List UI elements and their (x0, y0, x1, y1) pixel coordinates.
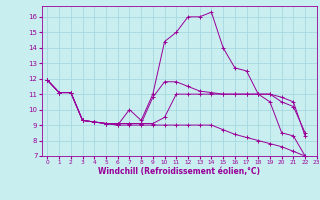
X-axis label: Windchill (Refroidissement éolien,°C): Windchill (Refroidissement éolien,°C) (98, 167, 260, 176)
